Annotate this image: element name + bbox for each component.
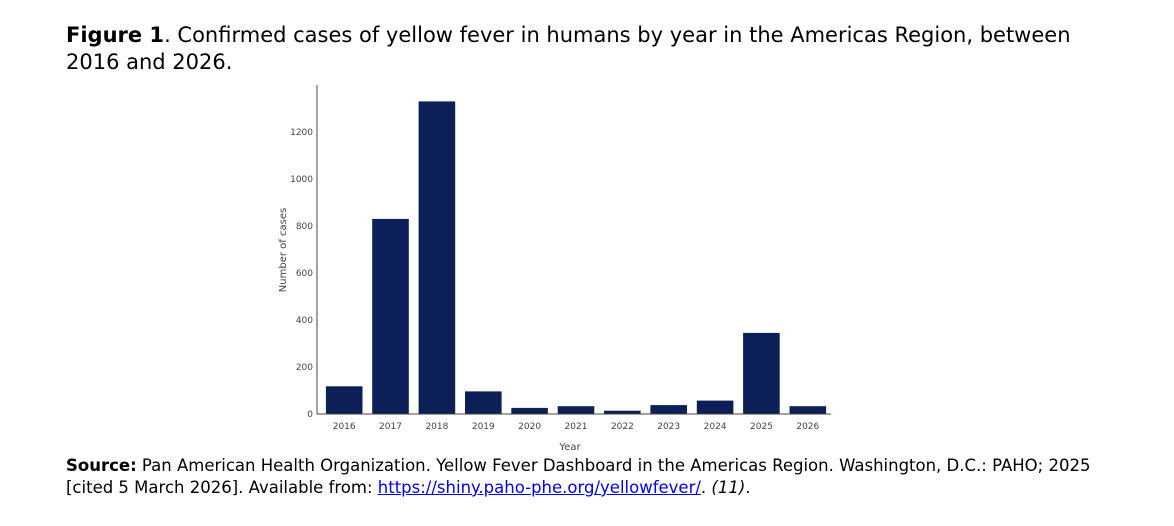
x-tick-label-2020: 2020 (518, 422, 541, 432)
bar-2016 (325, 386, 363, 414)
bar-2026 (789, 406, 827, 414)
x-axis-label: Year (558, 442, 581, 453)
y-axis-label: Number of cases (278, 208, 289, 292)
figure-label-suffix: . (164, 23, 171, 47)
bar-2025 (743, 332, 780, 414)
y-tick-label-400: 400 (296, 316, 313, 326)
source-end: . (745, 478, 751, 497)
bars-group (325, 101, 827, 415)
bar-2019 (465, 391, 502, 414)
x-tick-label-2023: 2023 (657, 422, 680, 432)
y-tick-label-1000: 1000 (290, 175, 313, 185)
x-tick-label-2017: 2017 (379, 422, 402, 432)
source-label: Source: (66, 456, 137, 475)
bar-2022 (604, 410, 641, 414)
x-tick-label-2021: 2021 (565, 422, 588, 432)
y-tick-label-200: 200 (296, 363, 313, 373)
x-tick-label-2016: 2016 (333, 422, 356, 432)
y-tick-label-800: 800 (296, 222, 313, 232)
figure-caption-text: Confirmed cases of yellow fever in human… (66, 23, 1071, 74)
source-after-link: . (700, 478, 712, 497)
x-tick-label-2024: 2024 (704, 422, 727, 432)
figure-label: Figure 1 (66, 23, 165, 47)
x-ticks-group: 2016 2017 2018 2019 2020 2021 2022 2023 2024 2025… (333, 422, 820, 432)
source-text: Pan American Health Organization. Yellow… (66, 456, 1091, 497)
x-tick-label-2022: 2022 (611, 422, 634, 432)
y-tick-label-600: 600 (296, 269, 313, 279)
bar-2024 (696, 400, 734, 414)
source-note: Source: Pan American Health Organization… (66, 455, 1126, 499)
bar-2021 (557, 406, 595, 414)
y-ticks-group: 0 200 400 600 800 1000 1200 (290, 128, 313, 420)
bar-2017 (372, 218, 409, 414)
x-tick-label-2025: 2025 (750, 422, 773, 432)
figure-caption: Figure 1. Confirmed cases of yellow feve… (66, 22, 1126, 76)
bar-2018 (418, 101, 456, 415)
x-tick-label-2018: 2018 (425, 422, 448, 432)
x-tick-label-2019: 2019 (472, 422, 495, 432)
x-tick-label-2026: 2026 (796, 422, 819, 432)
y-tick-label-0: 0 (307, 410, 313, 420)
source-link[interactable]: https://shiny.paho-phe.org/yellowfever/ (377, 478, 701, 497)
y-tick-label-1200: 1200 (290, 128, 313, 138)
bar-2023 (650, 405, 687, 414)
source-ref: (11) (711, 478, 746, 497)
bar-2020 (511, 407, 548, 414)
